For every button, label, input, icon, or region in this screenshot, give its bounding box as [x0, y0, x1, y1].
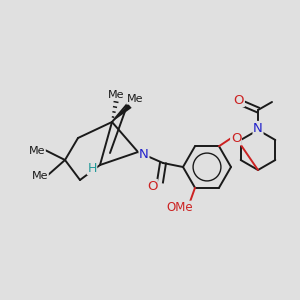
Text: H: H	[87, 161, 97, 175]
Text: O: O	[147, 179, 157, 193]
Text: Me: Me	[29, 146, 45, 156]
Text: O: O	[234, 94, 244, 106]
Text: N: N	[139, 148, 149, 160]
Text: Me: Me	[108, 90, 124, 100]
Text: Me: Me	[127, 94, 143, 104]
Text: N: N	[253, 122, 263, 134]
Text: OMe: OMe	[167, 201, 193, 214]
Text: Me: Me	[32, 171, 48, 181]
Polygon shape	[112, 104, 132, 122]
Text: O: O	[231, 132, 241, 145]
